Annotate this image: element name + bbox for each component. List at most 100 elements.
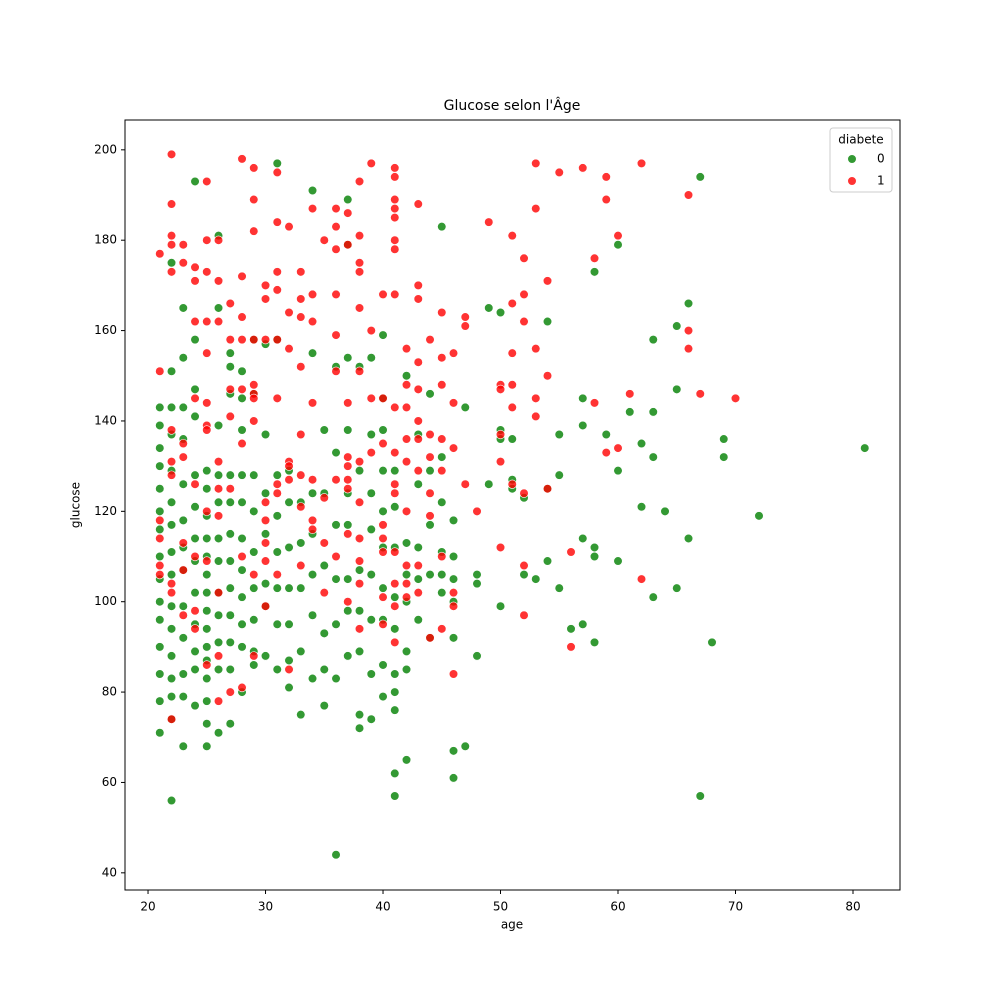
point [507, 434, 517, 444]
point [578, 163, 588, 173]
point [566, 624, 576, 634]
point [401, 646, 412, 657]
point [401, 457, 412, 467]
point [225, 610, 235, 620]
point [272, 664, 282, 675]
point [378, 289, 388, 300]
point [249, 416, 259, 426]
y-tick-label: 60 [102, 775, 117, 789]
point [272, 267, 282, 277]
point [237, 470, 247, 480]
point [495, 457, 506, 467]
point [178, 633, 188, 643]
point [484, 303, 494, 313]
point [366, 158, 376, 168]
point [237, 154, 247, 164]
point [213, 696, 224, 706]
x-tick-label: 80 [845, 900, 860, 914]
point [213, 316, 224, 327]
point [260, 579, 271, 589]
point [437, 353, 447, 363]
point [202, 741, 212, 751]
point [495, 542, 506, 553]
point [354, 176, 365, 187]
point [166, 624, 177, 634]
point [202, 588, 212, 598]
point [354, 624, 365, 634]
legend-marker [847, 154, 857, 164]
point [225, 497, 235, 507]
point [354, 723, 365, 733]
point [354, 606, 365, 616]
point [202, 624, 212, 634]
point [636, 438, 647, 449]
point [190, 470, 200, 480]
point [296, 646, 306, 657]
point [249, 335, 259, 345]
point [260, 529, 271, 539]
point [519, 253, 529, 263]
point [237, 438, 247, 449]
point [178, 669, 188, 679]
point [319, 664, 329, 675]
point [155, 461, 165, 471]
point [425, 520, 435, 530]
point [519, 560, 529, 571]
point [613, 556, 623, 566]
point [166, 402, 177, 412]
point [190, 316, 200, 327]
point [225, 687, 235, 697]
point [495, 384, 506, 394]
point [284, 497, 294, 507]
point [554, 583, 564, 593]
point [237, 497, 247, 507]
point [425, 466, 435, 476]
point [225, 719, 235, 729]
point [178, 479, 188, 489]
point [249, 583, 259, 593]
x-tick-label: 30 [258, 900, 273, 914]
point [155, 728, 165, 738]
point [178, 240, 188, 250]
point [213, 484, 224, 494]
point [296, 583, 306, 593]
point [155, 506, 165, 516]
point [202, 569, 212, 580]
point [213, 303, 224, 313]
point [284, 475, 294, 485]
point [307, 289, 318, 300]
point [401, 560, 412, 571]
point [366, 524, 376, 535]
point [284, 461, 294, 471]
y-tick-label: 100 [94, 594, 117, 608]
point [448, 773, 459, 783]
point [260, 335, 271, 345]
chart-title: Glucose selon l'Âge [444, 96, 581, 114]
point [390, 547, 400, 557]
point [166, 714, 177, 724]
point [190, 606, 200, 616]
point [249, 651, 259, 661]
point [390, 244, 400, 254]
point [507, 348, 517, 358]
point [202, 316, 212, 327]
point [413, 466, 423, 476]
point [296, 710, 306, 720]
point [460, 402, 470, 412]
point [437, 624, 447, 634]
point [343, 425, 353, 435]
point [390, 488, 400, 498]
point [202, 673, 212, 684]
point [272, 158, 282, 168]
point [178, 538, 188, 548]
point [202, 176, 212, 187]
point [331, 447, 341, 458]
point [178, 303, 188, 313]
point [272, 488, 282, 498]
point [202, 642, 212, 652]
point [307, 316, 318, 327]
point [554, 470, 564, 480]
point [566, 547, 576, 557]
point [272, 335, 282, 345]
point [354, 303, 365, 313]
